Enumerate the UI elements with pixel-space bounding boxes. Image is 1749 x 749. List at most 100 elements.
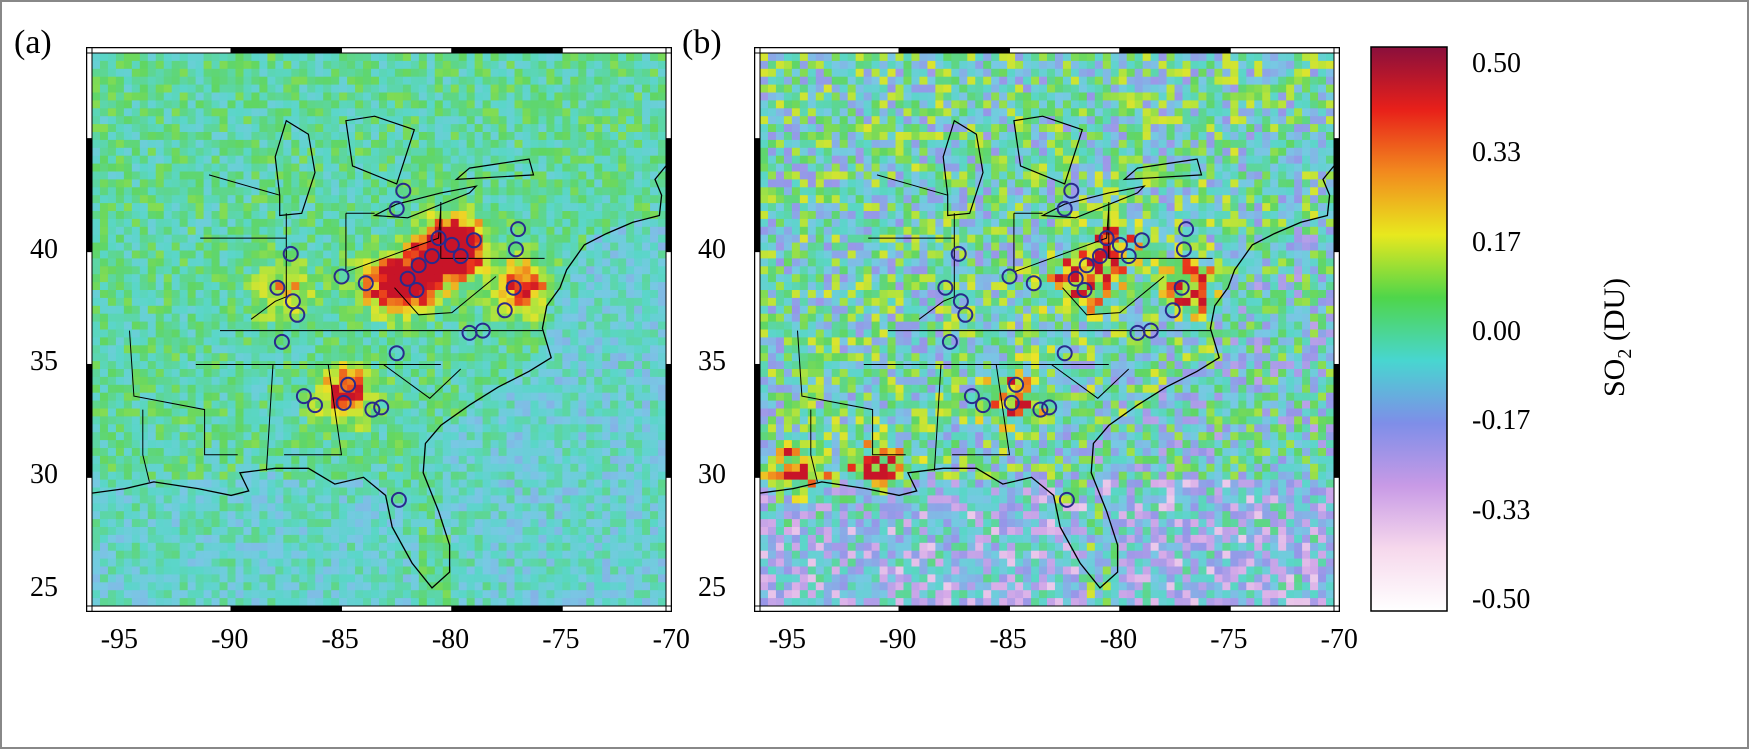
state-boundary xyxy=(952,364,1011,456)
y-tick-label: 25 xyxy=(30,572,58,604)
colorbar-title-main: SO xyxy=(1598,358,1631,397)
colorbar xyxy=(1370,46,1448,612)
so2-map-b xyxy=(754,47,1340,612)
power-plant-marker xyxy=(1120,248,1137,265)
power-plant-marker xyxy=(474,322,491,339)
power-plant-marker xyxy=(1056,200,1073,217)
lake-outline xyxy=(345,115,416,185)
x-tick-label: -75 xyxy=(542,624,580,655)
lake-outline xyxy=(1013,115,1084,185)
power-plant-marker xyxy=(937,279,954,296)
x-tick-label: -80 xyxy=(1099,624,1138,655)
power-plant-marker xyxy=(1001,268,1018,285)
power-plant-marker xyxy=(1058,491,1075,508)
power-plant-marker xyxy=(510,221,527,238)
power-plant-marker xyxy=(465,232,482,249)
power-plant-marker xyxy=(399,270,416,287)
state-boundary xyxy=(250,213,287,320)
x-tick-label: -95 xyxy=(768,624,807,655)
lake-outline xyxy=(372,185,478,219)
power-plant-marker xyxy=(505,279,522,296)
power-plant-marker xyxy=(1063,182,1080,199)
state-boundary xyxy=(918,213,955,320)
x-tick-label: -80 xyxy=(431,624,470,655)
power-plant-marker xyxy=(335,394,352,411)
state-boundary xyxy=(284,364,343,456)
state-boundary xyxy=(142,409,150,483)
state-boundary xyxy=(797,330,906,456)
x-tick-label: -85 xyxy=(989,624,1027,655)
state-boundary xyxy=(1108,202,1213,259)
power-plant-marker xyxy=(1164,302,1181,319)
y-tick-label: 35 xyxy=(698,346,726,378)
power-plant-marker xyxy=(1067,270,1084,287)
map-panel-a xyxy=(86,47,672,612)
state-boundary xyxy=(383,364,462,399)
colorbar-title: SO2 (DU) xyxy=(1598,278,1637,397)
x-tick-label: -95 xyxy=(100,624,139,655)
power-plant-marker xyxy=(1032,401,1049,418)
power-plant-marker xyxy=(1098,230,1115,247)
colorbar-tick-label: -0.17 xyxy=(1472,405,1531,437)
power-plant-marker xyxy=(307,397,323,414)
y-tick-label: 40 xyxy=(30,233,58,265)
power-plant-marker xyxy=(496,302,513,319)
power-plant-marker xyxy=(388,200,405,217)
power-plant-marker xyxy=(395,182,412,199)
colorbar-tick-label: 0.50 xyxy=(1472,48,1521,79)
lake-outline xyxy=(454,158,535,181)
x-tick-label: -90 xyxy=(211,624,249,655)
power-plant-marker xyxy=(269,279,286,296)
state-boundary xyxy=(345,206,442,273)
power-plant-marker xyxy=(408,282,425,298)
y-tick-label: 30 xyxy=(698,459,726,491)
panel-label-b: (b) xyxy=(682,24,722,61)
power-plant-marker xyxy=(1041,399,1058,416)
x-tick-label: -90 xyxy=(879,624,917,655)
so2-pixel-grid xyxy=(92,53,667,607)
power-plant-marker xyxy=(373,399,390,416)
colorbar-title-subscript: 2 xyxy=(1614,348,1636,359)
power-plant-marker xyxy=(289,306,306,323)
colorbar-title-unit: (DU) xyxy=(1598,277,1631,349)
power-plant-marker xyxy=(443,236,460,253)
power-plant-marker xyxy=(941,333,958,350)
x-tick-label: -70 xyxy=(1320,624,1358,655)
x-tick-label: -70 xyxy=(652,624,690,655)
power-plant-marker xyxy=(282,245,299,262)
power-plant-marker xyxy=(364,401,381,418)
power-plant-marker xyxy=(1003,394,1020,411)
state-boundary xyxy=(1051,364,1130,399)
colorbar-tick-label: -0.33 xyxy=(1472,494,1531,526)
panel-label-a: (a) xyxy=(14,24,52,61)
so2-pixel-grid xyxy=(760,53,1335,607)
colorbar-tick-label: 0.17 xyxy=(1472,226,1521,258)
power-plant-marker xyxy=(975,397,991,414)
power-plant-marker xyxy=(507,241,524,258)
state-boundary xyxy=(129,330,238,456)
state-boundary xyxy=(810,409,818,483)
colorbar-tick-label: -0.50 xyxy=(1472,584,1531,615)
coastline xyxy=(759,165,1335,589)
power-plant-marker xyxy=(430,230,447,247)
power-plant-marker xyxy=(1133,232,1150,249)
power-plant-marker xyxy=(410,257,427,274)
state-boundary xyxy=(440,202,545,259)
power-plant-marker xyxy=(333,268,350,285)
power-plant-marker xyxy=(1025,275,1042,292)
state-boundary xyxy=(1062,276,1165,316)
lake-outline xyxy=(1122,158,1203,181)
colorbar-tick-label: 0.33 xyxy=(1472,137,1521,169)
power-plant-marker xyxy=(957,306,974,323)
power-plant-marker xyxy=(390,491,407,508)
colorbar-gradient xyxy=(1370,46,1448,612)
x-tick-label: -85 xyxy=(321,624,359,655)
map-border xyxy=(754,47,1340,612)
state-boundary xyxy=(208,174,280,196)
map-border xyxy=(86,47,672,612)
power-plant-marker xyxy=(1056,345,1073,362)
x-tick-label: -75 xyxy=(1210,624,1248,655)
power-plant-marker xyxy=(1078,257,1095,274)
power-plant-marker xyxy=(1111,236,1128,253)
power-plant-marker xyxy=(452,248,469,265)
